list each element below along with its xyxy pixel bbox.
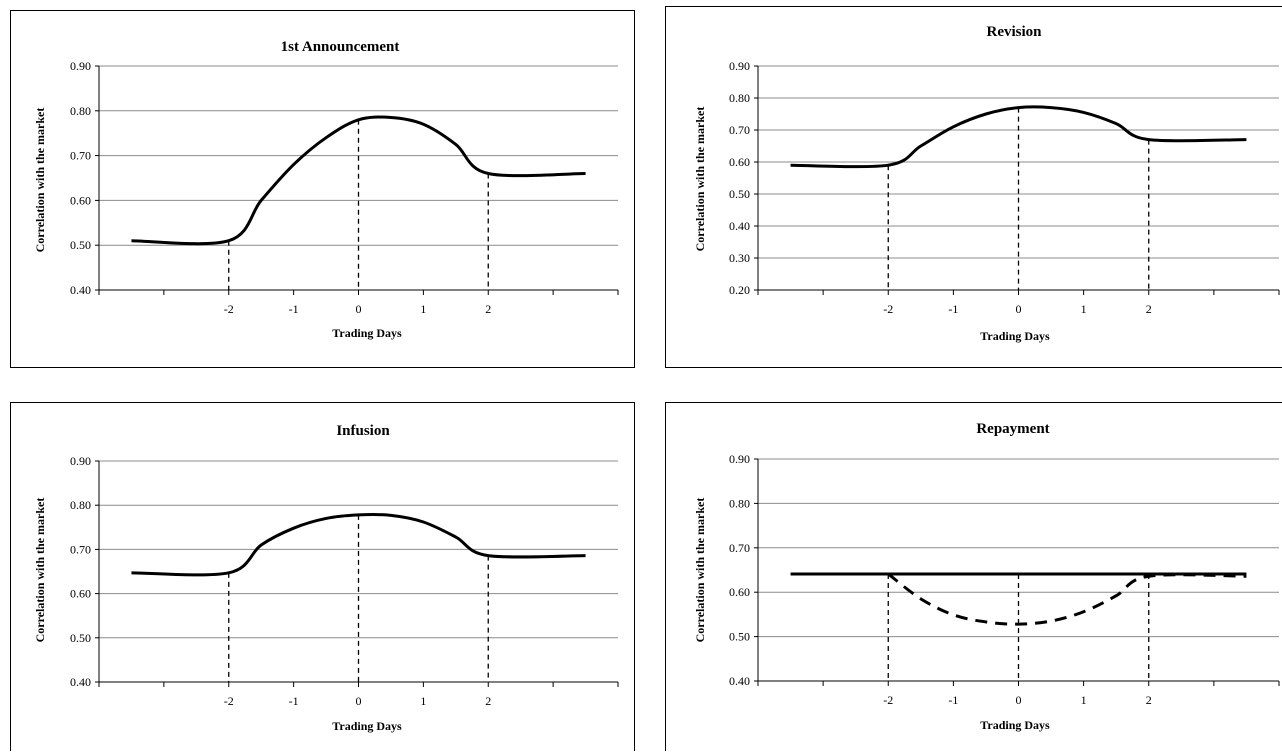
y-tick-label: 0.50: [70, 631, 91, 645]
x-tick-label: 0: [1016, 302, 1022, 316]
y-tick-label: 0.60: [70, 587, 91, 601]
x-tick-label: 0: [356, 302, 362, 316]
y-axis-label: Correlation with the market: [33, 108, 47, 253]
x-tick-label: 1: [1081, 693, 1087, 707]
y-tick-label: 0.90: [729, 452, 750, 466]
x-tick-label: -1: [289, 694, 299, 708]
chart-1st-announcement: 0.40 0.50 0.60 0.70 0.80 0.90 -2 -1 0 1 2 1st Ann…: [10, 10, 635, 368]
chart-panel-infusion: 0.40 0.50 0.60 0.70 0.80 0.90 -2 -1 0 1 2 Infusio…: [10, 402, 635, 751]
y-tick-label: 0.40: [70, 675, 91, 689]
chart-title: Revision: [986, 24, 1042, 40]
x-axis-label: Trading Days: [332, 719, 402, 733]
x-tick-label: 0: [1016, 693, 1022, 707]
x-tick-label: 1: [420, 694, 426, 708]
y-axis-label: Correlation with the market: [33, 498, 47, 643]
x-tick-label: 2: [1146, 693, 1152, 707]
x-axis-label: Trading Days: [980, 329, 1050, 343]
y-tick-label: 0.40: [729, 219, 750, 233]
y-tick-label: 0.20: [729, 283, 750, 297]
x-tick-label: -2: [883, 693, 893, 707]
x-tick-label: -2: [883, 302, 893, 316]
y-axis-label: Correlation with the market: [693, 498, 707, 643]
x-tick-label: -2: [224, 694, 234, 708]
y-tick-label: 0.90: [70, 59, 91, 73]
chart-title: Repayment: [976, 421, 1049, 437]
chart-infusion: 0.40 0.50 0.60 0.70 0.80 0.90 -2 -1 0 1 2 Infusio…: [10, 402, 635, 751]
y-tick-label: 0.50: [70, 238, 91, 252]
y-tick-label: 0.70: [70, 542, 91, 556]
y-tick-label: 0.90: [70, 454, 91, 468]
x-tick-label: 2: [485, 694, 491, 708]
y-tick-label: 0.80: [729, 496, 750, 510]
y-tick-label: 0.80: [70, 104, 91, 118]
y-tick-label: 0.70: [70, 149, 91, 163]
x-tick-label: -1: [289, 302, 299, 316]
chart-frame: [11, 403, 635, 752]
y-tick-label: 0.70: [729, 123, 750, 137]
x-tick-label: 2: [1146, 302, 1152, 316]
chart-panel-repayment: 0.40 0.50 0.60 0.70 0.80 0.90 -2 -1 0 1 2 Repayme…: [665, 402, 1282, 751]
x-axis-label: Trading Days: [332, 326, 402, 340]
x-tick-label: -2: [224, 302, 234, 316]
x-tick-label: 0: [356, 694, 362, 708]
y-tick-label: 0.50: [729, 187, 750, 201]
y-tick-label: 0.40: [729, 674, 750, 688]
x-tick-label: -1: [948, 302, 958, 316]
y-tick-label: 0.60: [70, 193, 91, 207]
y-tick-label: 0.70: [729, 541, 750, 555]
chart-frame: [11, 11, 635, 368]
chart-title: 1st Announcement: [281, 39, 400, 55]
x-tick-label: 2: [485, 302, 491, 316]
y-tick-label: 0.60: [729, 585, 750, 599]
y-tick-label: 0.40: [70, 283, 91, 297]
y-tick-label: 0.60: [729, 155, 750, 169]
x-tick-label: 1: [420, 302, 426, 316]
x-tick-label: 1: [1081, 302, 1087, 316]
chart-panel-revision: 0.20 0.30 0.40 0.50 0.60 0.70 0.80 0.90 -2 -1 0 1 2…: [665, 6, 1282, 368]
y-tick-label: 0.50: [729, 630, 750, 644]
chart-title: Infusion: [336, 423, 390, 439]
chart-revision: 0.20 0.30 0.40 0.50 0.60 0.70 0.80 0.90 -2 -1 0 1 2…: [665, 6, 1282, 368]
x-tick-label: -1: [948, 693, 958, 707]
y-tick-label: 0.80: [70, 498, 91, 512]
y-tick-label: 0.30: [729, 251, 750, 265]
chart-repayment: 0.40 0.50 0.60 0.70 0.80 0.90 -2 -1 0 1 2 Repayme…: [665, 402, 1282, 751]
x-axis-label: Trading Days: [980, 718, 1050, 732]
y-tick-label: 0.80: [729, 91, 750, 105]
y-axis-label: Correlation with the market: [693, 107, 707, 252]
y-tick-label: 0.90: [729, 59, 750, 73]
chart-panel-1st-announcement: 0.40 0.50 0.60 0.70 0.80 0.90 -2 -1 0 1 2 1st Ann…: [10, 10, 635, 368]
